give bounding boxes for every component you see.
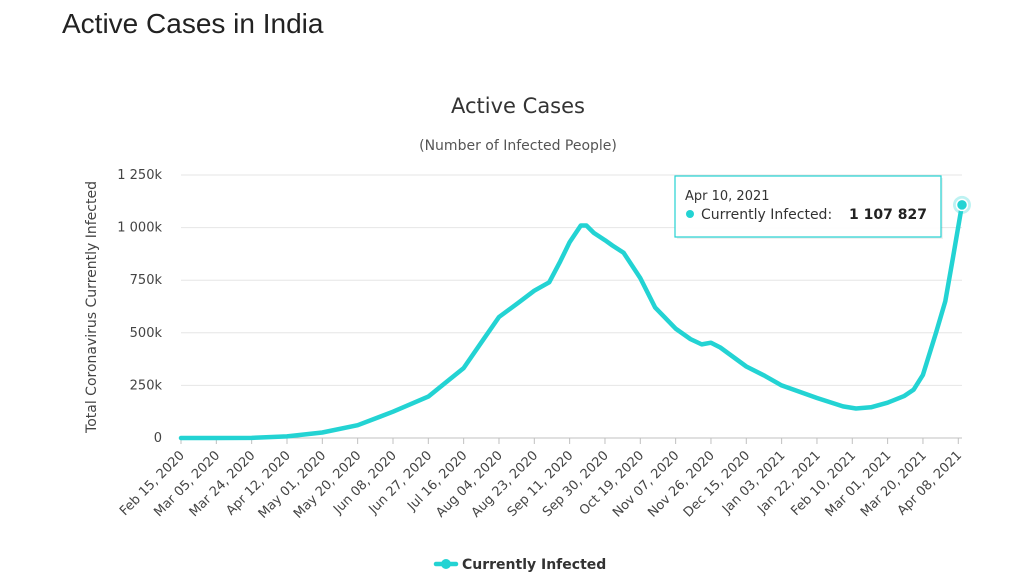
y-tick-label: 1 250k xyxy=(117,168,162,183)
tooltip-label: Currently Infected: xyxy=(701,207,832,223)
tooltip-date: Apr 10, 2021 xyxy=(685,189,770,204)
legend-marker xyxy=(441,559,451,569)
series-line[interactable] xyxy=(178,202,965,441)
y-tick-label: 750k xyxy=(130,273,163,288)
y-tick-label: 1 000k xyxy=(117,221,162,236)
chart-subtitle: (Number of Infected People) xyxy=(419,138,617,154)
chart-title: Active Cases xyxy=(451,94,585,118)
legend[interactable]: Currently Infected xyxy=(433,557,606,573)
data-point[interactable] xyxy=(955,198,969,212)
series-currently-infected[interactable] xyxy=(178,195,971,441)
page-heading: Active Cases in India xyxy=(62,8,324,39)
grid-lines xyxy=(181,174,962,439)
legend-label[interactable]: Currently Infected xyxy=(462,557,606,573)
tooltip-value: 1 107 827 xyxy=(849,207,927,223)
y-tick-label: 250k xyxy=(130,378,163,393)
y-tick-label: 0 xyxy=(154,431,162,446)
y-axis-label: Total Coronavirus Currently Infected xyxy=(84,181,100,434)
tooltip: Apr 10, 2021 Currently Infected: 1 107 827 xyxy=(674,175,943,239)
y-tick-label: 500k xyxy=(130,326,163,341)
tooltip-marker xyxy=(686,210,694,218)
tooltip-box xyxy=(674,175,942,238)
x-tick-label: Apr 08, 2021 xyxy=(895,448,965,518)
y-axis-ticks: 0 250k 500k 750k 1 000k 1 250k xyxy=(117,168,162,446)
